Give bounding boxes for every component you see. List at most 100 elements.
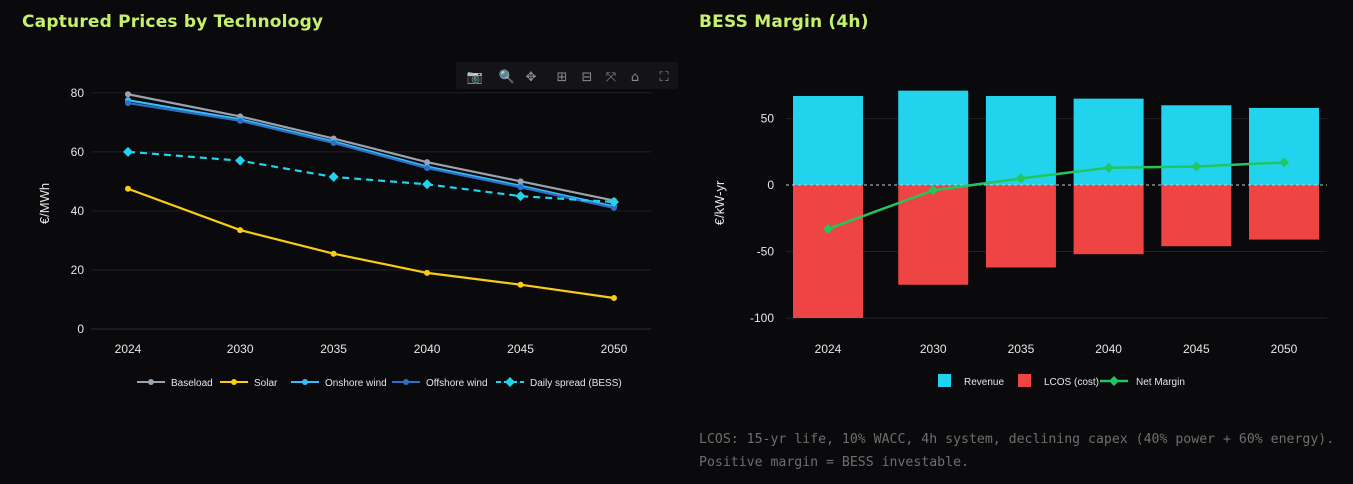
data-point[interactable] — [611, 294, 617, 301]
data-point[interactable] — [1191, 161, 1202, 172]
legend-swatch — [1018, 374, 1031, 387]
data-point[interactable] — [517, 184, 524, 191]
legend-item-offshore-wind[interactable]: Offshore wind — [392, 378, 488, 389]
y-tick-label: -50 — [757, 245, 775, 259]
x-tick-label: 2050 — [601, 342, 628, 356]
data-point[interactable] — [517, 178, 524, 185]
legend-item-onshore-wind[interactable]: Onshore wind — [291, 378, 387, 389]
legend-marker — [231, 379, 237, 385]
revenue-bar[interactable] — [1249, 107, 1319, 186]
data-point[interactable] — [125, 185, 131, 192]
data-point[interactable] — [609, 197, 619, 208]
x-tick-label: 2040 — [1095, 342, 1122, 356]
data-point[interactable] — [330, 250, 337, 257]
bess-margin-chart[interactable]: -100 -50 0 50 2024 2030 2035 2040 2045 2050 €/kW-y… — [0, 0, 1353, 420]
legend-marker — [148, 379, 154, 385]
camera-icon[interactable]: 📷 — [467, 70, 483, 85]
y-tick-label: 0 — [77, 322, 84, 336]
home-icon[interactable]: ⌂ — [631, 70, 639, 85]
legend: Revenue LCOS (cost) Net Margin — [938, 374, 1185, 388]
x-tick-label: 2030 — [227, 342, 254, 356]
legend-label: Onshore wind — [325, 378, 387, 389]
data-point[interactable] — [1103, 162, 1114, 173]
x-tick-label: 2030 — [920, 342, 947, 356]
lcos-bar[interactable] — [793, 185, 863, 318]
revenue-bar[interactable] — [793, 95, 863, 186]
x-tick-label: 2035 — [320, 342, 347, 356]
data-point[interactable] — [424, 159, 431, 166]
x-tick-label: 2045 — [1183, 342, 1210, 356]
data-point[interactable] — [328, 171, 339, 182]
lcos-bar[interactable] — [985, 185, 1056, 268]
data-point[interactable] — [330, 139, 337, 146]
data-point[interactable] — [517, 281, 524, 288]
legend: Baseload Solar Onshore wind Offshore wind Da… — [137, 377, 622, 389]
data-point[interactable] — [515, 191, 526, 202]
data-point[interactable] — [928, 185, 939, 196]
revenue-bar[interactable] — [1161, 105, 1232, 186]
legend-label: Revenue — [964, 377, 1004, 388]
data-point[interactable] — [823, 223, 833, 234]
legend-item-net-margin[interactable]: Net Margin — [1100, 376, 1185, 388]
y-tick-label: 0 — [767, 178, 774, 192]
legend-item-lcos-cost[interactable]: LCOS (cost) — [1018, 374, 1099, 388]
y-tick-label: 50 — [761, 112, 775, 126]
legend-label: Baseload — [171, 378, 213, 389]
x-tick-label: 2035 — [1008, 342, 1035, 356]
series-lcos-cost[interactable] — [793, 185, 1319, 318]
lcos-bar[interactable] — [898, 185, 969, 285]
y-axis-title: €/kW-yr — [712, 180, 727, 225]
data-point[interactable] — [1279, 157, 1289, 168]
data-point[interactable] — [125, 100, 131, 107]
series-daily-spread-bess[interactable] — [123, 146, 619, 208]
fullscreen-icon[interactable]: ⛶ — [658, 70, 669, 85]
zoom-out-icon[interactable]: ⊟ — [582, 70, 593, 85]
x-tick-label: 2050 — [1271, 342, 1298, 356]
legend-item-baseload[interactable]: Baseload — [137, 378, 213, 389]
series-revenue[interactable] — [793, 90, 1319, 186]
x-tick-label: 2024 — [115, 342, 142, 356]
lcos-bar[interactable] — [1249, 185, 1319, 240]
data-point[interactable] — [237, 117, 244, 124]
autoscale-icon[interactable]: ⤧ — [606, 70, 617, 85]
series-line-daily-spread-bess — [127, 150, 615, 204]
revenue-bar[interactable] — [985, 95, 1056, 186]
data-point[interactable] — [422, 179, 433, 190]
legend-label: LCOS (cost) — [1044, 377, 1099, 388]
legend-marker — [505, 377, 515, 387]
zoom-in-icon[interactable]: ⊞ — [557, 70, 568, 85]
data-point[interactable] — [237, 227, 244, 234]
data-point[interactable] — [424, 165, 431, 172]
legend-item-solar[interactable]: Solar — [220, 378, 278, 389]
lcos-bar[interactable] — [1073, 185, 1144, 255]
data-point[interactable] — [611, 204, 617, 211]
series-offshore-wind[interactable] — [125, 100, 617, 211]
data-point[interactable] — [1015, 173, 1026, 184]
revenue-bar[interactable] — [898, 90, 969, 186]
legend-label: Daily spread (BESS) — [530, 378, 622, 389]
modebar[interactable]: 📷 🔍 ✥ ⊞ ⊟ ⤧ ⌂ ⛶ — [456, 62, 678, 89]
data-point[interactable] — [123, 146, 133, 157]
series-net-margin[interactable] — [823, 157, 1289, 234]
legend-label: Solar — [254, 378, 278, 389]
y-tick-label: 40 — [71, 204, 85, 218]
pan-icon[interactable]: ✥ — [526, 70, 537, 85]
legend-label: Offshore wind — [426, 378, 488, 389]
legend-marker — [403, 379, 409, 385]
lcos-footnote: LCOS: 15-yr life, 10% WACC, 4h system, d… — [699, 432, 1335, 470]
data-point[interactable] — [424, 269, 431, 276]
data-point[interactable] — [235, 155, 246, 166]
x-tick-label: 2040 — [414, 342, 441, 356]
y-tick-label: -100 — [750, 311, 774, 325]
legend-swatch — [938, 374, 951, 387]
lcos-bar[interactable] — [1161, 185, 1232, 247]
series-line-onshore-wind — [127, 99, 615, 208]
series-line-solar — [127, 187, 615, 300]
x-tick-label: 2045 — [507, 342, 534, 356]
series-solar[interactable] — [125, 185, 617, 301]
data-point[interactable] — [125, 91, 131, 98]
legend-item-revenue[interactable]: Revenue — [938, 374, 1004, 388]
zoom-icon[interactable]: 🔍 — [499, 68, 515, 85]
legend-item-daily-spread-bess[interactable]: Daily spread (BESS) — [496, 377, 622, 389]
